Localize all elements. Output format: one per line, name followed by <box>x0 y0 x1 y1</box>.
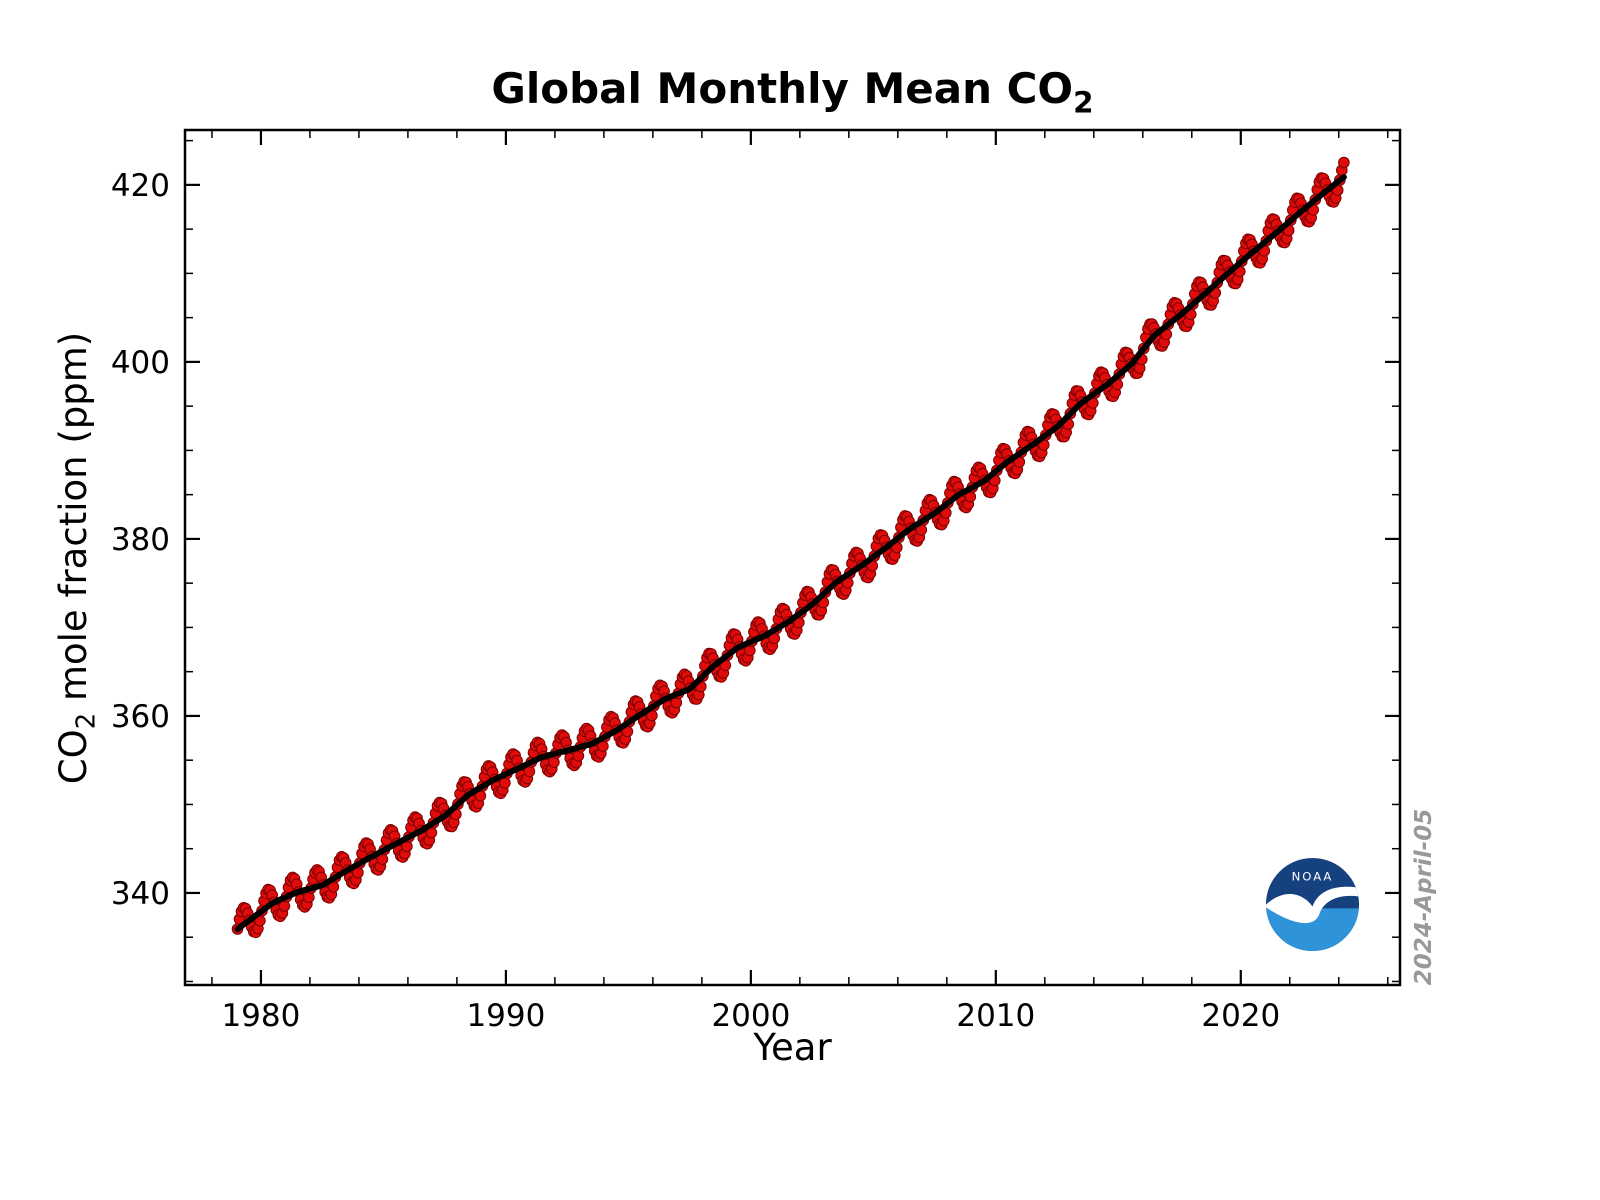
chart-title-text: Global Monthly Mean CO <box>491 64 1074 113</box>
svg-text:2010: 2010 <box>956 998 1035 1034</box>
noaa-logo-ocean <box>1265 908 1360 952</box>
chart-title-subscript: 2 <box>1073 85 1094 120</box>
noaa-logo-text: NOAA <box>1292 869 1334 883</box>
svg-text:2020: 2020 <box>1201 998 1280 1034</box>
date-stamp: 2024-April-05 <box>1411 808 1437 986</box>
noaa-logo-bird <box>1265 886 1360 924</box>
svg-text:400: 400 <box>111 345 170 381</box>
svg-text:380: 380 <box>111 522 170 558</box>
svg-text:1980: 1980 <box>221 998 300 1034</box>
noaa-logo: NOAA <box>1264 856 1361 953</box>
svg-text:420: 420 <box>111 168 170 204</box>
noaa-logo-graphic: NOAA <box>1265 857 1360 952</box>
svg-text:340: 340 <box>111 876 170 912</box>
svg-text:360: 360 <box>111 699 170 735</box>
svg-text:2000: 2000 <box>711 998 790 1034</box>
x-axis-label: Year <box>753 1026 832 1069</box>
chart-title: Global Monthly Mean CO2 <box>185 64 1400 119</box>
svg-text:1990: 1990 <box>466 998 545 1034</box>
